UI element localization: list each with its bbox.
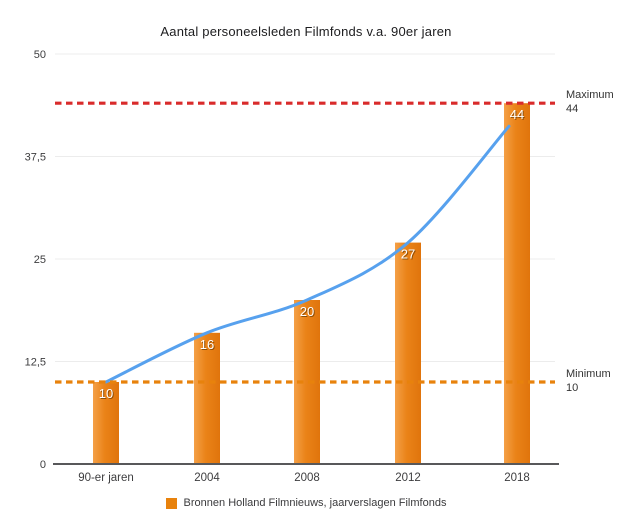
y-tick-label: 0 [40,459,46,471]
bar-2012 [395,242,421,464]
y-tick-label: 50 [34,49,46,61]
legend: Bronnen Holland Filmnieuws, jaarverslage… [0,497,612,509]
trend-line [104,124,511,384]
chart-title: Aantal personeelsleden Filmfonds v.a. 90… [160,24,452,39]
bar-2004 [194,332,220,464]
bar-value-shadow: 27 [402,248,416,263]
annotation-minimum: Minimum 10 [566,368,638,395]
bar-value-label: 44 [510,107,524,122]
bar-value-shadow: 10 [100,387,114,402]
bar-2018 [504,103,530,464]
bar-value-shadow: 20 [301,305,315,320]
bar-90-er-jaren [93,382,119,464]
bar-value-shadow: 16 [201,338,215,353]
annotation-maximum-label: Maximum [566,89,614,102]
annotation-minimum-value: 10 [566,381,579,394]
y-tick-label: 25 [34,254,46,266]
x-tick-label: 2012 [395,472,421,484]
bar-value-label: 10 [99,386,113,401]
bar-value-label: 16 [200,337,214,352]
x-tick-label: 2008 [294,472,320,484]
y-tick-label: 37,5 [25,152,46,164]
bar-value-shadow: 44 [511,108,525,123]
legend-label: Bronnen Holland Filmnieuws, jaarverslage… [183,497,447,509]
x-tick-label: 2004 [194,472,220,484]
x-tick-label: 2018 [504,472,530,484]
bar-value-label: 27 [401,247,415,262]
legend-swatch [165,497,177,509]
annotation-maximum-value: 44 [566,102,579,115]
x-tick-label: 90-er jaren [78,472,134,484]
bar-value-label: 20 [300,304,314,319]
y-tick-label: 12,5 [25,357,46,369]
annotation-minimum-label: Minimum [566,368,611,380]
annotation-maximum: Maximum 44 [566,89,638,116]
